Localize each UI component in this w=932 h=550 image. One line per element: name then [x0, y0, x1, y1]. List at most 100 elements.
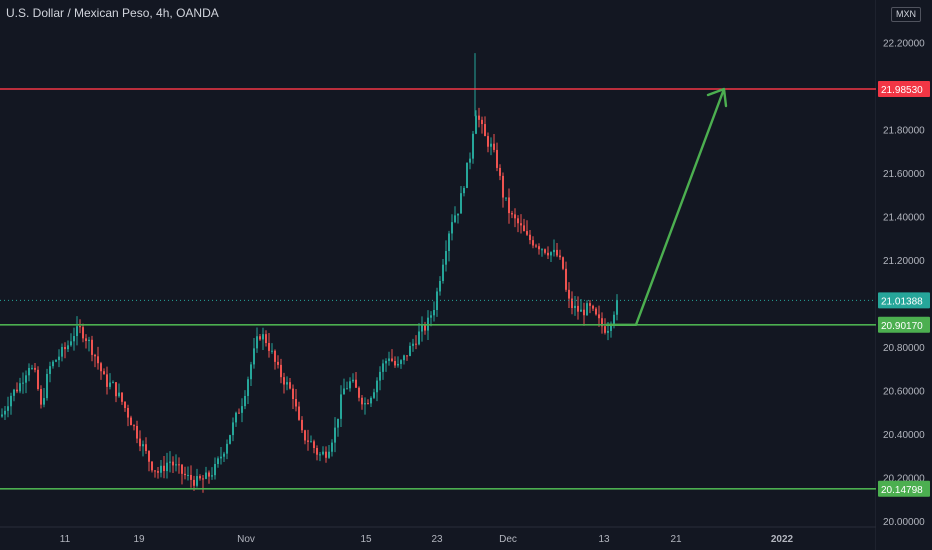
time-tick-label: 11: [60, 534, 71, 545]
price-tick-label: 21.60000: [883, 169, 925, 180]
price-tick-label: 21.20000: [883, 256, 925, 267]
candle-body: [589, 303, 591, 306]
candle-body: [505, 197, 507, 199]
candle-body: [268, 343, 270, 351]
price-level-label: 21.98530: [881, 85, 923, 96]
projection-arrow[interactable]: [606, 87, 728, 326]
price-tick-label: 20.60000: [883, 386, 925, 397]
candle-body: [16, 389, 18, 392]
candle-body: [322, 451, 324, 455]
price-tick-label: 21.80000: [883, 125, 925, 136]
currency-badge[interactable]: MXN: [891, 7, 921, 22]
candle-body: [88, 339, 90, 342]
candle-body: [76, 326, 78, 337]
candle-body: [70, 341, 72, 346]
candle-body: [403, 355, 405, 361]
candle-body: [499, 167, 501, 176]
candle-body: [64, 347, 66, 350]
candle-body: [454, 215, 456, 223]
candle-body: [235, 412, 237, 423]
candle-body: [343, 388, 345, 395]
candle-body: [448, 233, 450, 252]
support-price-tag: [878, 316, 930, 333]
candle-body: [145, 444, 147, 451]
candle-body: [73, 336, 75, 342]
candle-body: [220, 456, 222, 459]
candle-body: [193, 479, 195, 486]
candle-body: [205, 472, 207, 479]
candle-body: [523, 225, 525, 232]
time-tick-label: Dec: [499, 534, 517, 545]
candle-body: [301, 419, 303, 431]
candle-body: [217, 458, 219, 464]
time-axis[interactable]: 11 19 Nov 15 23 Dec 13 21 2022: [60, 534, 794, 545]
candle-body: [538, 246, 540, 250]
candle-body: [568, 289, 570, 299]
projection-arrow-head: [706, 87, 728, 108]
candle-body: [31, 367, 33, 369]
candle-body: [352, 379, 354, 382]
candle-body: [547, 252, 549, 256]
candle-body: [97, 356, 99, 364]
candle-body: [82, 327, 84, 339]
candles: [1, 53, 618, 493]
candle-body: [358, 387, 360, 398]
candle-body: [208, 472, 210, 477]
candle-body: [286, 382, 288, 385]
candle-body: [613, 314, 615, 324]
candle-body: [508, 197, 510, 214]
candle-body: [421, 325, 423, 332]
candle-body: [244, 395, 246, 407]
candle-body: [604, 326, 606, 333]
candle-body: [46, 373, 48, 399]
candle-body: [463, 187, 465, 194]
candle-body: [532, 240, 534, 246]
time-tick-label: 21: [670, 534, 682, 545]
candle-body: [187, 474, 189, 476]
candle-body: [409, 345, 411, 356]
candle-body: [553, 249, 555, 253]
candle-body: [214, 463, 216, 476]
candle-body: [394, 360, 396, 366]
candle-body: [199, 476, 201, 479]
candle-body: [511, 213, 513, 215]
price-tick-label: 20.00000: [883, 517, 925, 528]
candle-body: [295, 399, 297, 407]
price-level-label: 20.14798: [881, 485, 923, 496]
candle-body: [166, 462, 168, 472]
candle-body: [556, 249, 558, 256]
candle-body: [127, 407, 129, 418]
candle-body: [484, 124, 486, 137]
candle-body: [256, 336, 258, 349]
candle-body: [490, 143, 492, 147]
candle-body: [43, 398, 45, 405]
time-tick-label: 19: [133, 534, 145, 545]
candle-body: [466, 162, 468, 188]
candle-body: [196, 476, 198, 486]
candle-body: [298, 406, 300, 420]
candle-body: [49, 366, 51, 374]
candle-body: [262, 334, 264, 340]
candle-body: [526, 231, 528, 235]
candle-body: [439, 280, 441, 292]
candle-body: [85, 338, 87, 342]
price-tick-label: 21.40000: [883, 212, 925, 223]
candle-body: [139, 438, 141, 447]
candle-body: [241, 406, 243, 413]
candle-body: [544, 249, 546, 253]
candle-body: [151, 461, 153, 471]
candle-body: [430, 315, 432, 318]
candle-body: [280, 364, 282, 378]
candle-body: [487, 136, 489, 147]
candle-body: [61, 347, 63, 357]
time-tick-label: 13: [598, 534, 610, 545]
candle-body: [313, 441, 315, 448]
projection-arrow-path[interactable]: [606, 88, 726, 326]
price-axis[interactable]: 22.2000022.0000021.8000021.6000021.40000…: [876, 0, 932, 550]
candle-body: [136, 425, 138, 439]
candle-body: [451, 222, 453, 234]
candle-body: [223, 453, 225, 457]
candle-body: [100, 363, 102, 372]
candle-body: [571, 298, 573, 309]
